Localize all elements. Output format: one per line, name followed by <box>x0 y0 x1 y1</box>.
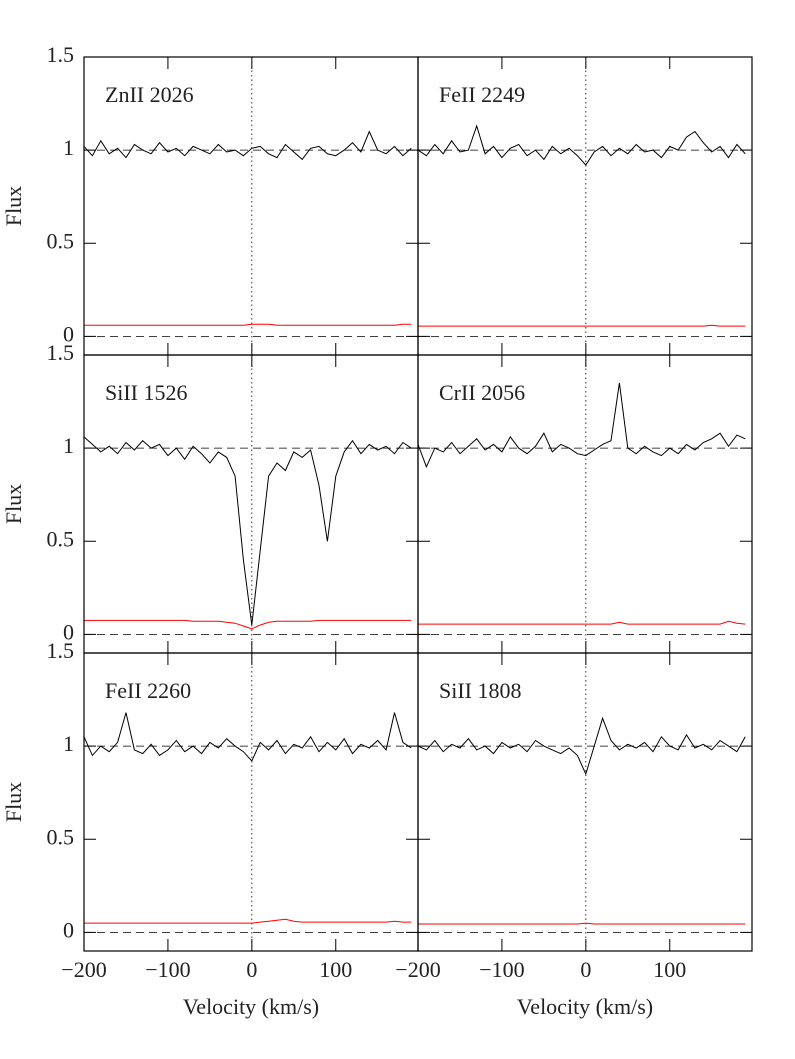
spectrum-line <box>418 324 746 327</box>
y-tick-label: 0.5 <box>47 228 75 253</box>
y-tick-label: 1.5 <box>47 340 75 365</box>
panel-title: CrII 2056 <box>439 380 525 405</box>
y-tick-label: 1 <box>63 731 74 756</box>
x-axis-label: Velocity (km/s) <box>517 994 653 1019</box>
x-tick-label: −100 <box>145 957 190 982</box>
x-tick-label: −100 <box>479 957 524 982</box>
spectrum-line <box>417 124 746 166</box>
x-tick-label: 0 <box>246 957 257 982</box>
spectrum-line <box>83 436 412 626</box>
spectrum-line <box>84 918 412 924</box>
x-tick-label: 100 <box>653 957 686 982</box>
spectrum-line <box>417 716 746 776</box>
x-tick-label: 0 <box>580 957 591 982</box>
panel-title: FeII 2249 <box>439 82 525 107</box>
spectrum-line <box>418 620 746 625</box>
panel-title: SiII 1808 <box>439 678 522 703</box>
panel-title: FeII 2260 <box>105 678 191 703</box>
spectrum-line <box>84 619 412 630</box>
panel-title: ZnII 2026 <box>105 82 194 107</box>
y-tick-label: 0.5 <box>47 824 75 849</box>
y-tick-label: 0 <box>63 619 74 644</box>
y-tick-label: 0 <box>63 321 74 346</box>
y-tick-label: 1 <box>63 135 74 160</box>
y-tick-label: 0 <box>63 917 74 942</box>
panel-frame <box>417 652 753 952</box>
y-axis-label: Flux <box>1 186 26 226</box>
y-tick-label: 1.5 <box>47 638 75 663</box>
x-tick-label: −200 <box>395 957 440 982</box>
y-axis-label: Flux <box>1 782 26 822</box>
spectrum-line <box>417 382 746 469</box>
spectrum-line <box>418 922 746 925</box>
y-tick-label: 1 <box>63 433 74 458</box>
x-tick-label: 100 <box>319 957 352 982</box>
spectrum-line <box>84 323 412 326</box>
x-tick-label: −200 <box>61 957 106 982</box>
y-tick-label: 0.5 <box>47 526 75 551</box>
x-axis-label: Velocity (km/s) <box>183 994 319 1019</box>
spectrum-line <box>83 712 412 762</box>
spectrum-line <box>83 130 412 161</box>
y-axis-label: Flux <box>1 484 26 524</box>
y-tick-label: 1.5 <box>47 42 75 67</box>
panel-title: SiII 1526 <box>105 380 188 405</box>
